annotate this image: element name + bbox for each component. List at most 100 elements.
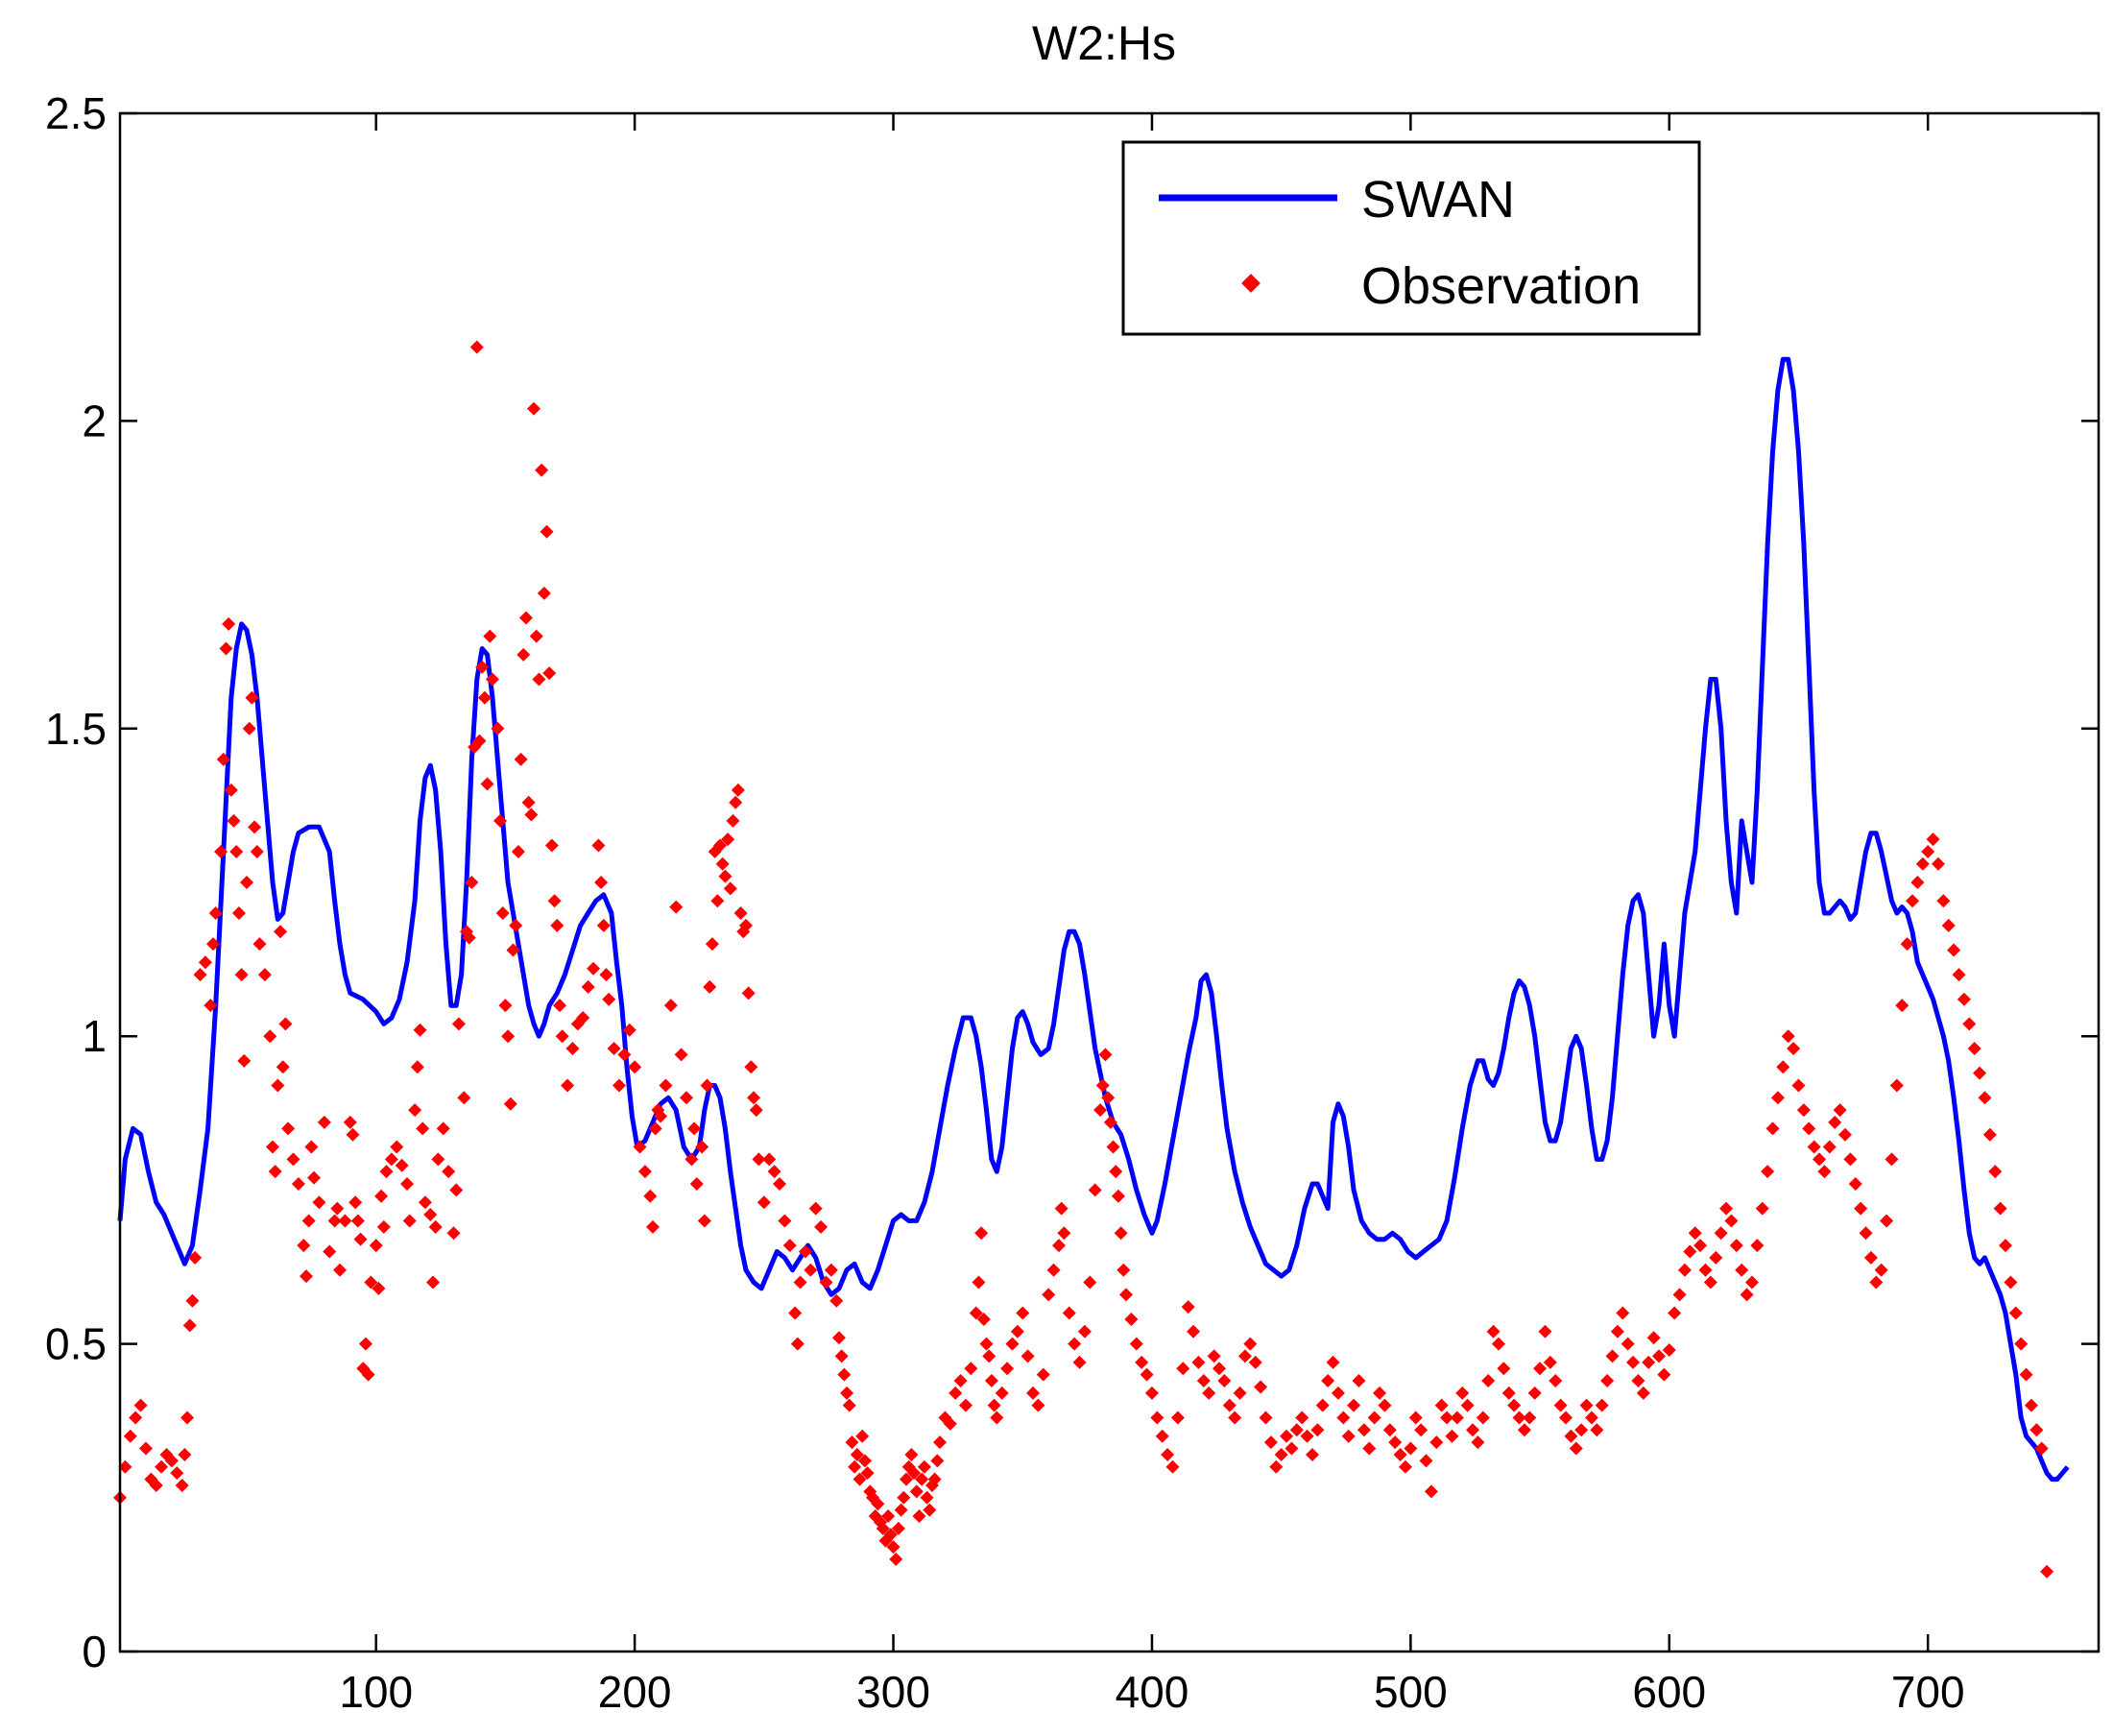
observation-point bbox=[516, 647, 531, 662]
observation-point bbox=[227, 813, 241, 828]
observation-point bbox=[829, 1293, 844, 1308]
observation-point bbox=[1362, 1441, 1377, 1456]
observation-point bbox=[446, 1226, 461, 1241]
observation-point bbox=[1538, 1324, 1552, 1338]
observation-point bbox=[1326, 1355, 1340, 1369]
observation-point bbox=[1813, 1152, 1827, 1167]
observation-point bbox=[900, 1472, 914, 1486]
observation-point bbox=[1341, 1429, 1356, 1443]
observation-point bbox=[927, 1472, 942, 1486]
observation-point bbox=[808, 1201, 823, 1216]
observation-point bbox=[170, 1466, 184, 1481]
observation-point bbox=[1259, 1410, 1273, 1425]
observation-point bbox=[193, 968, 207, 982]
observation-point bbox=[449, 1183, 464, 1197]
observation-point bbox=[1703, 1275, 1717, 1290]
observation-point bbox=[2029, 1423, 2044, 1437]
observation-point bbox=[395, 1158, 409, 1172]
observation-point bbox=[917, 1459, 931, 1474]
observation-point bbox=[527, 401, 541, 416]
observation-point bbox=[457, 1091, 471, 1105]
observation-point bbox=[495, 906, 510, 921]
observation-point bbox=[837, 1367, 852, 1382]
observation-point bbox=[1828, 1115, 1842, 1129]
observation-point bbox=[384, 1152, 398, 1167]
observation-point bbox=[1869, 1275, 1884, 1290]
observation-point bbox=[1269, 1459, 1284, 1474]
observation-point bbox=[840, 1386, 854, 1400]
observation-point bbox=[705, 937, 719, 952]
observation-point bbox=[271, 1078, 285, 1093]
observation-point bbox=[1491, 1337, 1505, 1351]
observation-point bbox=[1481, 1374, 1496, 1388]
observation-point bbox=[1735, 1263, 1749, 1277]
observation-point bbox=[1626, 1355, 1641, 1369]
observation-point bbox=[1155, 1429, 1169, 1443]
observation-point bbox=[697, 1214, 711, 1228]
observation-point bbox=[268, 1165, 282, 1179]
observation-point bbox=[1616, 1306, 1630, 1320]
observation-point bbox=[231, 906, 246, 921]
observation-point bbox=[198, 955, 212, 970]
observation-point bbox=[188, 1250, 203, 1265]
observation-point bbox=[909, 1484, 924, 1499]
observation-point bbox=[1843, 1152, 1858, 1167]
observation-point bbox=[234, 968, 249, 982]
observation-point bbox=[480, 777, 494, 791]
observation-point bbox=[1610, 1324, 1624, 1338]
observation-point bbox=[547, 894, 562, 908]
observation-point bbox=[684, 1152, 699, 1167]
observation-point bbox=[475, 660, 490, 674]
observation-point bbox=[149, 1478, 163, 1492]
observation-point bbox=[1605, 1349, 1620, 1363]
observation-point bbox=[1807, 1140, 1821, 1154]
observation-point bbox=[1750, 1239, 1765, 1253]
observation-point bbox=[659, 1078, 673, 1093]
observation-point bbox=[346, 1127, 360, 1142]
observation-point bbox=[1476, 1410, 1490, 1425]
observation-point bbox=[1527, 1386, 1542, 1400]
observation-point bbox=[984, 1374, 998, 1388]
observation-point bbox=[250, 844, 264, 858]
observation-point bbox=[1445, 1429, 1459, 1443]
observation-point bbox=[442, 1165, 456, 1179]
observation-point bbox=[555, 1029, 569, 1044]
observation-point bbox=[485, 672, 499, 687]
observation-point bbox=[1947, 943, 1961, 957]
observation-point bbox=[695, 1140, 709, 1154]
observation-point bbox=[1103, 1115, 1117, 1129]
observation-point bbox=[425, 1275, 440, 1290]
y-tick-label: 0.5 bbox=[45, 1319, 107, 1369]
observation-point bbox=[969, 1306, 983, 1320]
observation-point bbox=[361, 1367, 375, 1382]
observation-point bbox=[374, 1189, 389, 1203]
observation-point bbox=[587, 961, 601, 976]
observation-point bbox=[180, 1410, 195, 1425]
observation-point bbox=[876, 1521, 890, 1535]
observation-point bbox=[602, 992, 616, 1006]
chart-title: W2:Hs bbox=[1032, 16, 1176, 70]
observation-point bbox=[327, 1214, 342, 1228]
observation-point bbox=[1817, 1165, 1832, 1179]
observation-point bbox=[747, 1091, 761, 1105]
observation-point bbox=[428, 1219, 443, 1234]
observation-point bbox=[883, 1528, 898, 1542]
observation-point bbox=[1450, 1410, 1464, 1425]
observation-point bbox=[726, 813, 740, 828]
observation-point bbox=[532, 672, 546, 687]
observation-point bbox=[819, 1275, 833, 1290]
observation-point bbox=[964, 1362, 978, 1376]
observation-point bbox=[1088, 1183, 1102, 1197]
observation-point bbox=[1657, 1367, 1671, 1382]
y-tick-label: 1.5 bbox=[45, 704, 107, 754]
observation-point bbox=[469, 340, 484, 354]
observation-point bbox=[1042, 1288, 1056, 1302]
observation-point bbox=[1051, 1239, 1066, 1253]
observation-point bbox=[1765, 1121, 1780, 1136]
observation-point bbox=[1719, 1201, 1734, 1216]
legend: SWAN Observation bbox=[1121, 140, 1701, 336]
observation-point bbox=[1460, 1398, 1475, 1412]
observation-point bbox=[1347, 1398, 1361, 1412]
observation-point bbox=[242, 721, 256, 735]
observation-point bbox=[1285, 1441, 1299, 1456]
